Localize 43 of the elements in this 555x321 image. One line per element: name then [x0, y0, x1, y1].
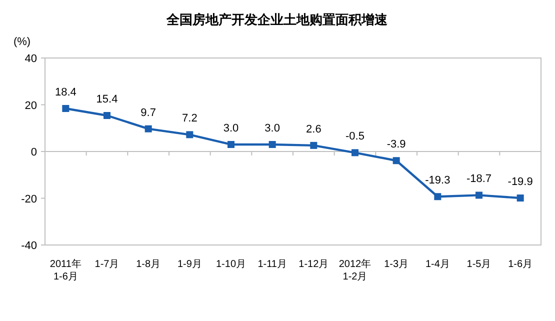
y-tick-label: 40 — [24, 53, 37, 65]
data-label: 15.4 — [96, 94, 118, 106]
data-label: 7.2 — [182, 112, 198, 125]
point — [392, 157, 400, 164]
x-tick-label: 1-3月 — [384, 259, 409, 270]
point — [228, 140, 234, 148]
point — [434, 193, 442, 200]
x-tick-label: 1-5月 — [466, 259, 492, 270]
y-tick-label: 20 — [24, 100, 37, 112]
data-label: 2.6 — [306, 123, 322, 136]
data-label: 18.4 — [54, 86, 76, 98]
point — [476, 192, 482, 199]
y-tick-label: -40 — [21, 240, 37, 252]
x-tick-label: 1-8月 — [136, 259, 161, 270]
x-tick-label: 1-12月 — [298, 259, 329, 270]
data-label: -19.3 — [425, 174, 450, 187]
data-label: -0.5 — [346, 130, 364, 143]
data-label: 9.7 — [140, 106, 156, 119]
x-tick-label: 1-6月 — [508, 259, 533, 270]
point — [62, 104, 70, 112]
point — [144, 125, 152, 132]
y-tick-label: 0 — [30, 146, 37, 158]
y-axis-title: (%) — [13, 36, 31, 48]
x-tick-label: 1-9月 — [177, 259, 202, 270]
point — [352, 149, 358, 156]
point — [268, 140, 276, 148]
x-tick-label: 2011年 1-6月 — [50, 258, 82, 282]
point — [186, 131, 194, 138]
data-label: 3.0 — [264, 122, 280, 134]
data-label: -19.9 — [508, 176, 533, 188]
x-tick-label: 1-4月 — [425, 259, 450, 270]
point — [104, 112, 110, 120]
data-label: 3.0 — [223, 122, 239, 134]
point — [310, 142, 318, 149]
x-tick-label: 1-10月 — [216, 259, 246, 270]
y-tick-label: -20 — [21, 193, 37, 206]
data-label: -18.7 — [466, 173, 492, 186]
chart-title: 全国房地产开发企业土地购置面积增速 — [166, 12, 388, 27]
x-tick-label: 1-7月 — [94, 259, 120, 270]
x-tick-label: 2012年 1-2月 — [338, 258, 372, 282]
point — [516, 194, 524, 202]
data-label: -3.9 — [386, 138, 406, 151]
x-tick-label: 1-11月 — [258, 259, 287, 270]
